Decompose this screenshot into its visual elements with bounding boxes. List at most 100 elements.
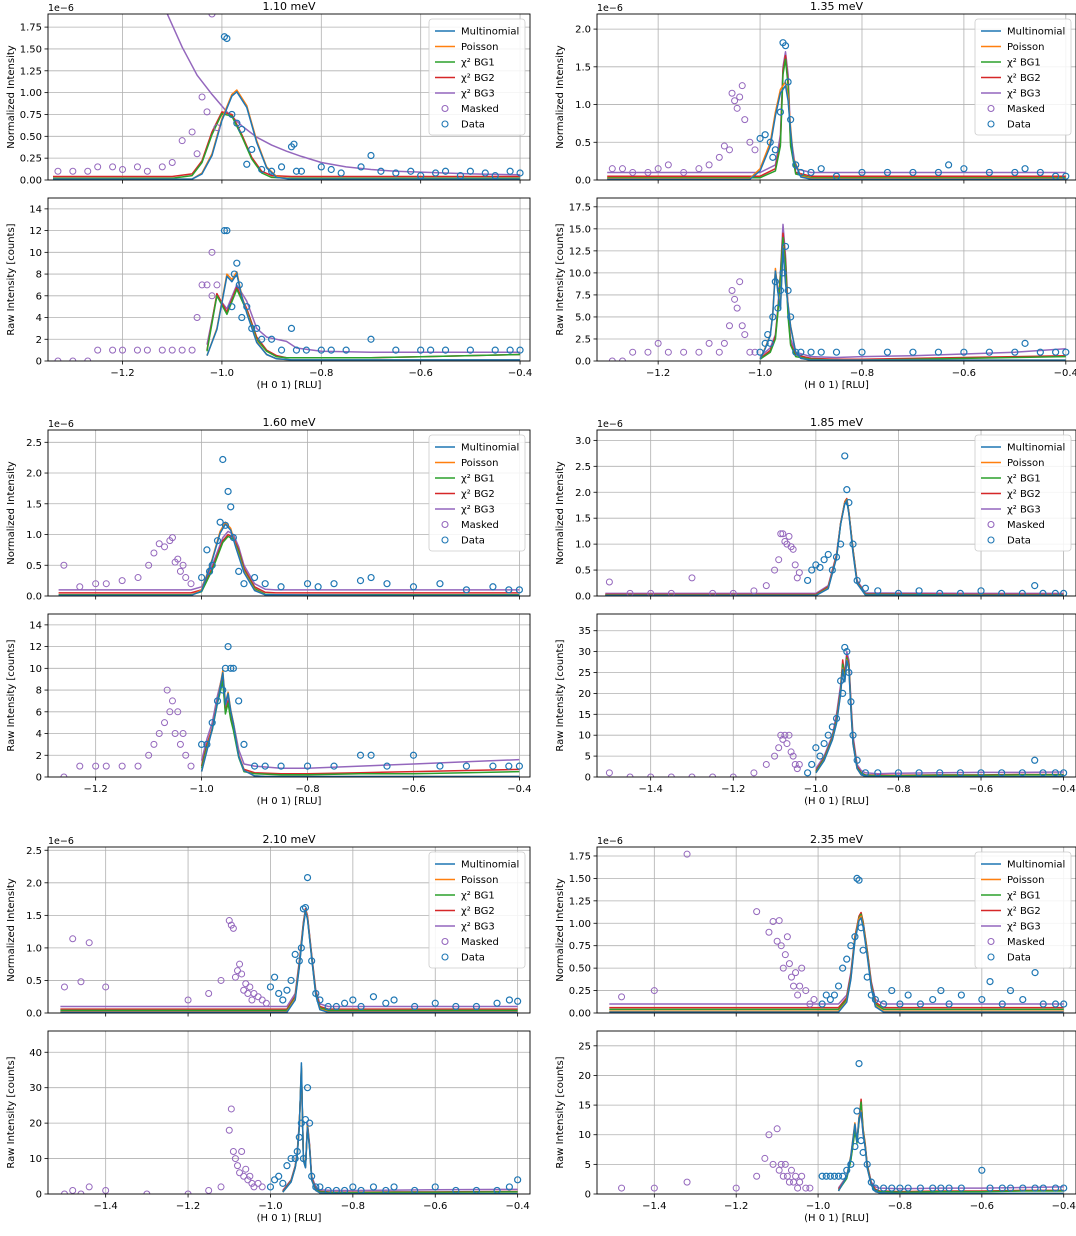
y-tick-label: 6 (36, 707, 42, 718)
data-point (243, 160, 251, 168)
series-line-bg1 (759, 236, 1066, 361)
masked-point (785, 532, 793, 540)
y-tick-label: 10 (29, 1154, 42, 1165)
legend-label-bg2: χ² BG2 (1007, 73, 1041, 84)
y-tick-label: 0.00 (569, 1009, 591, 1020)
data-point (342, 346, 350, 354)
data-point (1036, 168, 1044, 177)
x-axis-label: (H 0 1) [RLU] (804, 796, 869, 807)
data-point (516, 346, 524, 354)
masked-point (695, 165, 703, 173)
y-tick-label: 1.50 (20, 44, 42, 55)
legend-box (974, 434, 1072, 552)
data-point (792, 161, 800, 169)
masked-point (741, 331, 749, 339)
y-axis-label: Raw Intensity [counts] (555, 639, 566, 751)
masked-point (773, 1125, 781, 1133)
masked-point (161, 719, 169, 727)
data-point (303, 762, 312, 770)
masked-point (102, 580, 110, 588)
data-point (977, 587, 985, 595)
series-line-poisson (759, 245, 1066, 361)
subplot-1: 1.10 meV 1e−6 0.00 0.25 0.50 0.75 1.00 1.25 1.50… (6, 0, 532, 391)
data-point (302, 346, 310, 354)
data-point (253, 324, 261, 332)
data-point (861, 584, 870, 592)
masked-point (77, 1190, 85, 1194)
data-point (957, 991, 965, 999)
masked-point (796, 982, 804, 990)
masked-point (732, 1184, 740, 1192)
series-line-bg2 (53, 111, 521, 178)
masked-point (779, 1172, 787, 1180)
data-point (818, 1000, 826, 1008)
data-point (505, 996, 514, 1004)
masked-point (225, 917, 233, 925)
masked-point (775, 1166, 783, 1174)
data-point (277, 163, 286, 171)
masked-point (69, 935, 77, 943)
masked-point (720, 142, 728, 150)
masked-point (794, 1184, 802, 1192)
data-point (960, 165, 968, 173)
data-point (303, 1084, 312, 1092)
axes-frame (47, 197, 531, 362)
masked-point (187, 762, 195, 770)
x-tick-label: −1.2 (110, 368, 134, 379)
data-point (229, 664, 237, 672)
y-tick-label: 12.5 (569, 246, 591, 257)
data-point (383, 580, 391, 588)
masked-point (85, 939, 93, 947)
masked-point (783, 740, 791, 748)
masked-point (618, 357, 626, 361)
masked-point (715, 153, 723, 161)
data-point (369, 1183, 378, 1191)
data-point (208, 561, 216, 569)
data-point (934, 168, 943, 177)
legend-label-masked: Masked (1007, 937, 1045, 948)
legend-marker-data (441, 120, 449, 128)
series-line-bg2 (837, 1098, 1064, 1193)
masked-point (728, 89, 736, 97)
series-line-bg3 (282, 1072, 518, 1192)
legend-label-masked: Masked (461, 937, 499, 948)
masked-point (789, 752, 797, 760)
y-tick-label: 0.25 (569, 986, 591, 997)
data-point (292, 346, 301, 354)
data-point (489, 583, 497, 591)
data-point (1018, 769, 1026, 777)
data-point (769, 313, 777, 321)
data-point (858, 168, 866, 177)
data-point (303, 580, 312, 588)
masked-point (76, 583, 84, 591)
masked-point (102, 762, 110, 770)
masked-point (626, 773, 634, 777)
data-point (986, 1184, 994, 1192)
data-point (766, 339, 774, 347)
data-point (756, 348, 764, 356)
x-tick-label: −0.4 (1054, 368, 1076, 379)
data-point (409, 751, 418, 759)
data-point (855, 1059, 863, 1068)
y-tick-label: 35 (578, 626, 591, 637)
y-tick-label: 25 (578, 668, 591, 679)
data-point (327, 346, 335, 354)
data-point (826, 1172, 834, 1180)
legend-label-data: Data (461, 536, 485, 547)
legend-marker-data (441, 536, 449, 544)
legend-label-masked: Masked (1007, 520, 1045, 531)
data-point (390, 1183, 398, 1191)
bottom-panel: −1.4 −1.2 −1.0 −0.8 −0.6 −0.4 0 5 10 15 20 25 Raw In… (555, 1030, 1076, 1212)
data-point (1039, 769, 1047, 777)
y-tick-label: 20 (578, 689, 591, 700)
legend-label-poisson: Poisson (461, 458, 498, 469)
bottom-panel: −1.2 −1.0 −0.8 −0.6 −0.4 0 2 4 6 8 10 12 14 Raw Inten… (6, 197, 532, 379)
masked-point (667, 589, 675, 596)
data-point (221, 664, 230, 672)
data-point (198, 740, 206, 749)
data-point (807, 348, 815, 356)
subplot-4: 1.85 meV 1e−6 0.0 0.5 1.0 1.5 2.0 2.5 3.0 Normali… (555, 416, 1076, 807)
masked-point (709, 589, 717, 596)
masked-point (150, 740, 158, 748)
y-tick-label: 1.0 (575, 540, 591, 551)
